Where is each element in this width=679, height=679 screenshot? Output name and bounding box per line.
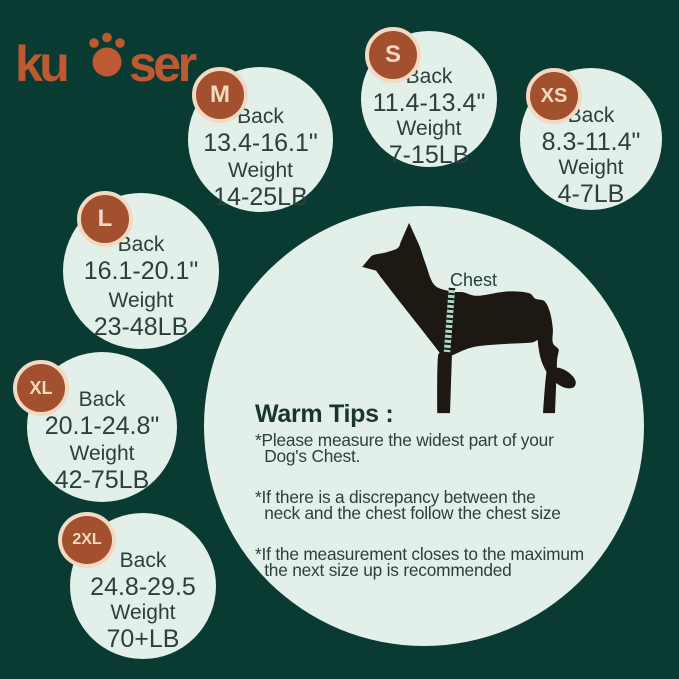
svg-text:ku: ku [18,36,67,92]
svg-text:ser: ser [129,36,197,92]
